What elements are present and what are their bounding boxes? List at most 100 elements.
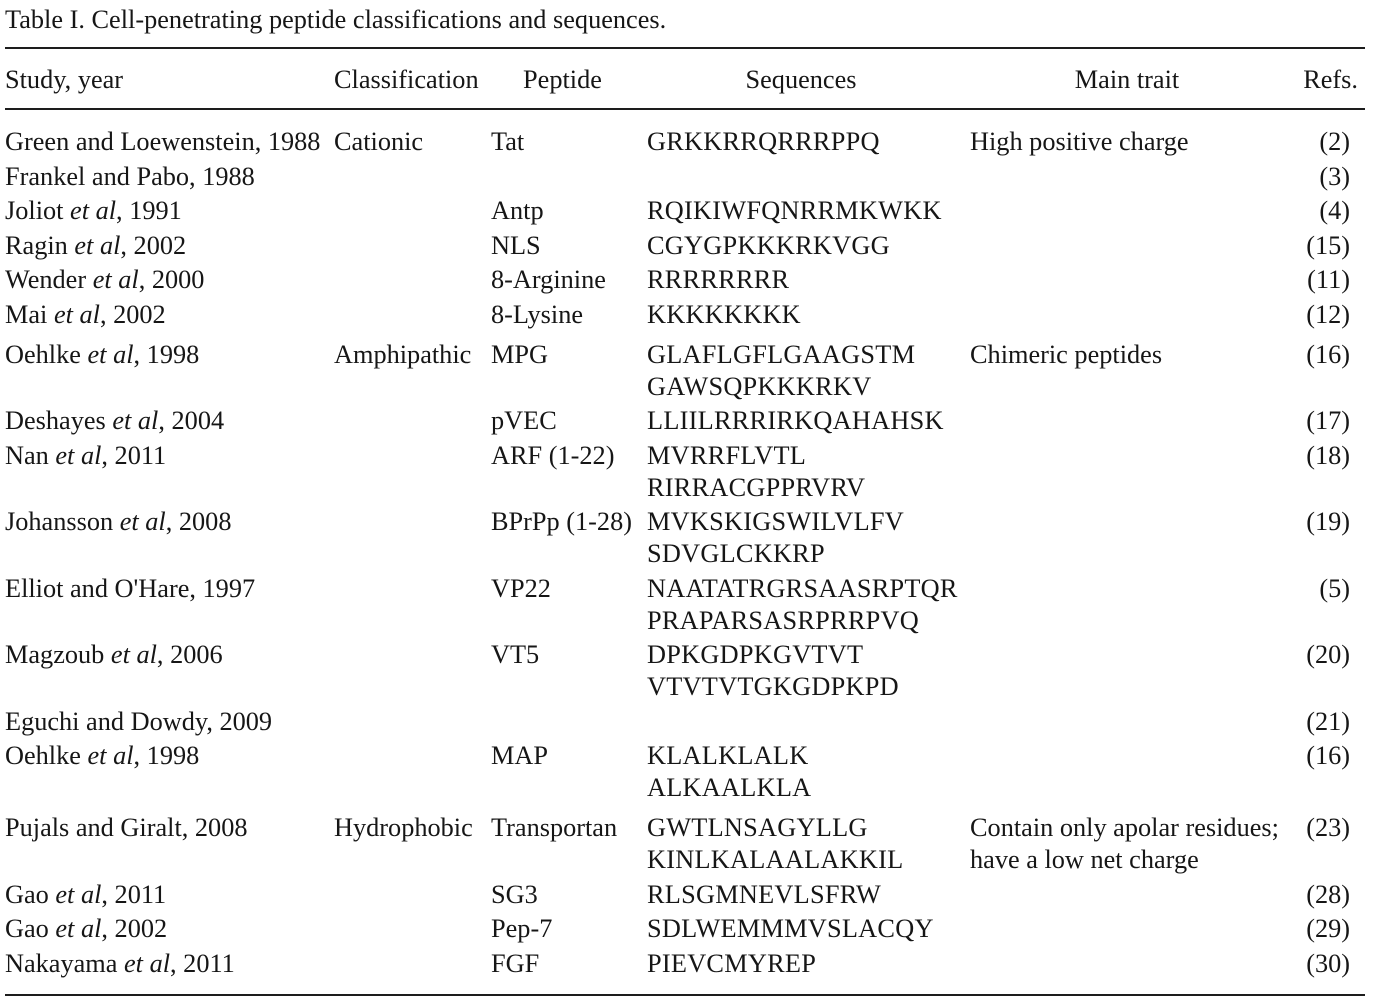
study-text: Gao [5,914,56,944]
cell-main-trait [962,573,1292,637]
sequence-line: CGYGPKKKRKVGG [647,230,890,260]
cell-peptide: NLS [491,230,541,260]
sequence-line: PIEVCMYREP [647,948,817,978]
cell-peptide: VP22 [491,573,551,603]
cell-sequences: MVRRFLVTL RIRRACGPPRVRV [640,440,962,504]
study-text: Pujals and Giralt, 2008 [5,813,248,843]
main-trait-line: Chimeric peptides [970,339,1163,369]
sequence-line: LLIILRRRIRKQAHAHSK [647,406,944,436]
cell-peptide: 8-Arginine [491,265,606,295]
sequence-line: SDVGLCKKRP [647,539,825,569]
table-page: Table I. Cell-penetrating peptide classi… [5,0,1365,997]
study-year: , 2002 [101,914,168,944]
cell-sequences: PIEVCMYREP [640,948,962,980]
cell-study-year: Wender et al, 2000 [5,264,334,296]
cell-reference: (16) [1306,339,1350,369]
cell-reference: (21) [1306,706,1350,736]
cell-reference: (23) [1306,813,1350,843]
cell-peptide: 8-Lysine [491,299,584,329]
table-header-row: Study, year Classification Peptide Seque… [5,64,1365,96]
study-year: , 2000 [138,265,205,295]
table-row: Mai et al, 2002 8-Lysine KKKKKKKK (12) [5,296,1365,331]
cell-classification [334,230,485,262]
cell-sequences: SDLWEMMMVSLACQY [640,913,962,945]
cell-reference: (11) [1307,265,1350,295]
cell-peptide: Tat [491,127,525,157]
cell-study-year: Oehlke et al, 1998 [5,339,334,403]
table-row: Ragin et al, 2002 NLS CGYGPKKKRKVGG (15) [5,227,1365,262]
study-et-al: et al [55,914,102,944]
cell-reference: (16) [1306,741,1350,771]
cell-study-year: Pujals and Giralt, 2008 [5,812,334,876]
table-caption: Table I. Cell-penetrating peptide classi… [5,0,1365,36]
cell-study-year: Joliot et al, 1991 [5,195,334,227]
sequence-line: RLSGMNEVLSFRW [647,879,882,909]
cell-study-year: Nakayama et al, 2011 [5,948,334,980]
table-rule-top [5,46,1365,49]
cell-main-trait [962,440,1292,504]
cell-study-year: Oehlke et al, 1998 [5,740,334,804]
cell-study-year: Green and Loewenstein, 1988 [5,126,334,158]
cell-classification [334,264,485,296]
study-year: , 2011 [170,948,235,978]
study-text: Eguchi and Dowdy, 2009 [5,706,273,736]
sequence-line: GLAFLGFLGAAGSTM [647,339,916,369]
table-rule-header [5,108,1365,111]
study-et-al: et al [112,406,159,436]
cell-reference: (5) [1319,573,1350,603]
cell-classification [334,948,485,980]
sequence-line: VTVTVTGKGDPKPD [647,672,899,702]
cell-classification [334,639,485,703]
cell-main-trait [962,506,1292,570]
study-et-al: et al [119,507,166,537]
cell-reference: (2) [1319,127,1350,157]
main-trait-line: Contain only apolar residues; [970,813,1279,843]
study-year: , 2006 [156,640,223,670]
cell-study-year: Deshayes et al, 2004 [5,405,334,437]
cell-classification [334,573,485,637]
cell-classification [334,405,485,437]
cell-sequences: RLSGMNEVLSFRW [640,879,962,911]
cell-classification [334,299,485,331]
cell-sequences: RQIKIWFQNRRMKWKK [640,195,962,227]
cell-reference: (20) [1306,640,1350,670]
study-year: , 1998 [133,339,200,369]
cell-sequences: KLALKLALK ALKAALKLA [640,740,962,804]
study-year: , 2008 [165,507,232,537]
table-row: Oehlke et al, 1998 Amphipathic MPG GLAFLGFL… [5,331,1365,403]
cell-main-trait: Chimeric peptides [962,339,1292,403]
cell-sequences: GWTLNSAGYLLG KINLKALAALAKKIL [640,812,962,876]
sequence-line: RIRRACGPPRVRV [647,472,866,502]
table-row: Elliot and O'Hare, 1997 VP22 NAATATRGRSAAS… [5,570,1365,637]
study-text: Elliot and O'Hare, 1997 [5,573,256,603]
study-et-al: et al [55,440,102,470]
cell-main-trait: High positive charge [962,126,1292,158]
study-et-al: et al [110,640,157,670]
cell-main-trait [962,161,1292,193]
study-et-al: et al [92,265,139,295]
cell-peptide: MPG [491,339,548,369]
sequence-line: MVKSKIGSWILVLFV [647,507,904,537]
cell-study-year: Frankel and Pabo, 1988 [5,161,334,193]
cell-peptide: ARF (1-22) [491,440,615,470]
cell-peptide [485,161,640,193]
study-year: , 1998 [133,741,200,771]
cell-sequences: NAATATRGRSAASRPTQR PRAPARSASRPRRPVQ [640,573,962,637]
table-row: Nakayama et al, 2011 FGF PIEVCMYREP (30) [5,945,1365,980]
column-header-classification: Classification [334,65,479,95]
cell-study-year: Elliot and O'Hare, 1997 [5,573,334,637]
cell-reference: (15) [1306,230,1350,260]
cell-main-trait: Contain only apolar residues; have a low … [962,812,1292,876]
cell-sequences: GLAFLGFLGAAGSTM GAWSQPKKKRKV [640,339,962,403]
study-text: Wender [5,265,93,295]
cell-peptide [485,706,640,738]
column-header-main-trait: Main trait [1074,65,1180,95]
sequence-line: KLALKLALK [647,741,809,771]
cell-main-trait [962,264,1292,296]
table-row: Deshayes et al, 2004 pVEC LLIILRRRIRKQAHAH… [5,403,1365,438]
study-text: Ragin [5,230,75,260]
sequence-line: SDLWEMMMVSLACQY [647,914,934,944]
sequence-line: NAATATRGRSAASRPTQR [647,573,958,603]
column-header-peptide: Peptide [523,65,602,95]
cell-reference: (29) [1306,914,1350,944]
